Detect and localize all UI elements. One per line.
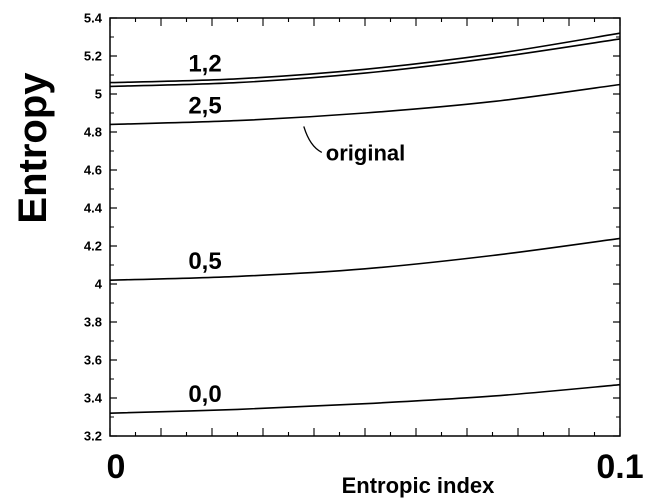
tick-marks xyxy=(109,17,621,437)
y-tick-label: 3.6 xyxy=(84,353,102,368)
y-tick-label: 3.8 xyxy=(84,315,102,330)
series-lines xyxy=(109,32,621,414)
annotation-label: original xyxy=(326,140,405,165)
series-label: 2,5 xyxy=(188,92,221,119)
y-tick-label: 5.4 xyxy=(84,11,103,26)
y-axis-title: Entropy xyxy=(11,72,55,224)
annotation-leader xyxy=(303,126,323,153)
y-tick-label: 4 xyxy=(95,277,103,292)
x-tick-labels: 0 0.1 xyxy=(107,448,644,486)
annotations: original xyxy=(303,126,405,165)
series-labels: 1,2 2,5 0,5 0,0 xyxy=(188,51,221,409)
y-tick-labels: 3.2 3.4 3.6 3.8 4 4.2 4.4 4.6 4.8 5 5.2 5.4 xyxy=(84,11,103,444)
series-label: 0,5 xyxy=(188,248,221,275)
x-tick-label-start: 0 xyxy=(107,448,126,486)
series-line xyxy=(109,38,621,88)
y-tick-label: 3.4 xyxy=(84,391,103,406)
series-line xyxy=(109,383,621,414)
series-label: 0,0 xyxy=(188,381,221,408)
series-label: 1,2 xyxy=(188,51,221,78)
y-tick-label: 4.8 xyxy=(84,125,102,140)
y-tick-label: 4.4 xyxy=(84,201,103,216)
y-tick-label: 3.2 xyxy=(84,429,102,444)
y-tick-label: 5 xyxy=(95,87,102,102)
series-line xyxy=(109,83,621,126)
y-tick-label: 4.2 xyxy=(84,239,102,254)
x-tick-label-end: 0.1 xyxy=(596,448,643,486)
x-axis-title: Entropic index xyxy=(342,473,496,498)
series-line xyxy=(109,32,621,84)
y-tick-label: 5.2 xyxy=(84,49,102,64)
y-tick-label: 4.6 xyxy=(84,163,102,178)
series-line xyxy=(109,237,621,281)
